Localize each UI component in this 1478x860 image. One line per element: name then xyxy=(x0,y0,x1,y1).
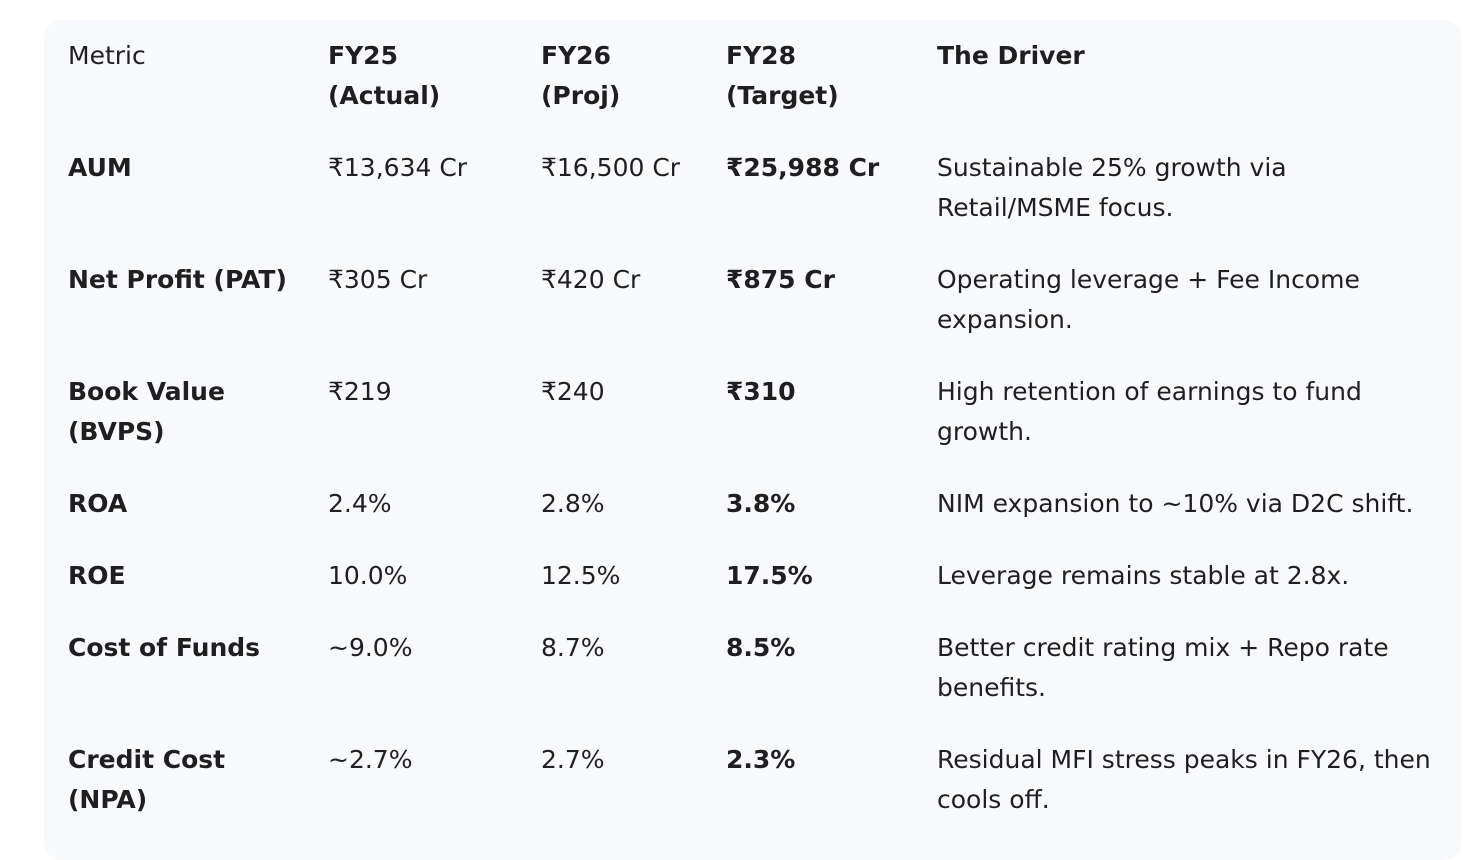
driver-cell: Sustainable 25% growth via Retail/MSME f… xyxy=(937,153,1287,222)
financial-projection-table-card: Metric FY25 (Actual) FY26 (Proj) FY28 (Targ… xyxy=(44,20,1462,860)
metric-cell: Credit Cost (NPA) xyxy=(68,745,226,814)
fy26-cell: ₹16,500 Cr xyxy=(541,153,681,182)
fy25-cell: ~9.0% xyxy=(328,633,413,662)
table-row: Net Profit (PAT) ₹305 Cr ₹420 Cr ₹875 Cr… xyxy=(68,260,1458,372)
driver-cell: Operating leverage + Fee Income expansio… xyxy=(937,265,1360,334)
metric-cell: ROE xyxy=(68,561,126,590)
driver-cell: High retention of earnings to fund growt… xyxy=(937,377,1362,446)
metric-cell: Book Value (BVPS) xyxy=(68,377,225,446)
table-row: Cost of Funds ~9.0% 8.7% 8.5% Better cre… xyxy=(68,628,1458,740)
table-row: Credit Cost (NPA) ~2.7% 2.7% 2.3% Residu… xyxy=(68,740,1458,852)
header-row: Metric FY25 (Actual) FY26 (Proj) FY28 (Targ… xyxy=(68,36,1458,148)
fy26-cell: ₹240 xyxy=(541,377,605,406)
driver-cell: Leverage remains stable at 2.8x. xyxy=(937,561,1350,590)
table-body: AUM ₹13,634 Cr ₹16,500 Cr ₹25,988 Cr Sus… xyxy=(68,148,1458,852)
driver-cell: NIM expansion to ~10% via D2C shift. xyxy=(937,489,1414,518)
fy28-cell: 17.5% xyxy=(726,561,813,590)
header-metric: Metric xyxy=(68,41,146,70)
fy26-cell: 2.7% xyxy=(541,745,605,774)
driver-cell: Residual MFI stress peaks in FY26, then … xyxy=(937,745,1431,814)
fy26-cell: 2.8% xyxy=(541,489,605,518)
fy28-cell: ₹310 xyxy=(726,377,796,406)
fy25-cell: 10.0% xyxy=(328,561,408,590)
driver-cell: Better credit rating mix + Repo rate ben… xyxy=(937,633,1389,702)
fy28-cell: 8.5% xyxy=(726,633,796,662)
fy28-cell: 3.8% xyxy=(726,489,796,518)
fy28-cell: 2.3% xyxy=(726,745,796,774)
table-row: Book Value (BVPS) ₹219 ₹240 ₹310 High re… xyxy=(68,372,1458,484)
metric-cell: Cost of Funds xyxy=(68,633,261,662)
fy28-cell: ₹875 Cr xyxy=(726,265,835,294)
table-row: ROA 2.4% 2.8% 3.8% NIM expansion to ~10%… xyxy=(68,484,1458,556)
fy25-cell: ₹219 xyxy=(328,377,392,406)
metric-cell: ROA xyxy=(68,489,128,518)
table-header: Metric FY25 (Actual) FY26 (Proj) FY28 (Targ… xyxy=(68,36,1458,148)
header-fy25: FY25 (Actual) xyxy=(328,41,441,110)
table-row: ROE 10.0% 12.5% 17.5% Leverage remains s… xyxy=(68,556,1458,628)
fy28-cell: ₹25,988 Cr xyxy=(726,153,880,182)
table-row: AUM ₹13,634 Cr ₹16,500 Cr ₹25,988 Cr Sus… xyxy=(68,148,1458,260)
fy25-cell: ₹13,634 Cr xyxy=(328,153,468,182)
header-fy28: FY28 (Target) xyxy=(726,41,839,110)
fy26-cell: ₹420 Cr xyxy=(541,265,641,294)
financial-projection-table: Metric FY25 (Actual) FY26 (Proj) FY28 (Targ… xyxy=(68,36,1458,852)
fy26-cell: 12.5% xyxy=(541,561,621,590)
fy25-cell: ₹305 Cr xyxy=(328,265,428,294)
metric-cell: AUM xyxy=(68,153,132,182)
header-driver: The Driver xyxy=(937,41,1085,70)
fy26-cell: 8.7% xyxy=(541,633,605,662)
metric-cell: Net Profit (PAT) xyxy=(68,265,287,294)
header-fy26: FY26 (Proj) xyxy=(541,41,621,110)
fy25-cell: 2.4% xyxy=(328,489,392,518)
fy25-cell: ~2.7% xyxy=(328,745,413,774)
